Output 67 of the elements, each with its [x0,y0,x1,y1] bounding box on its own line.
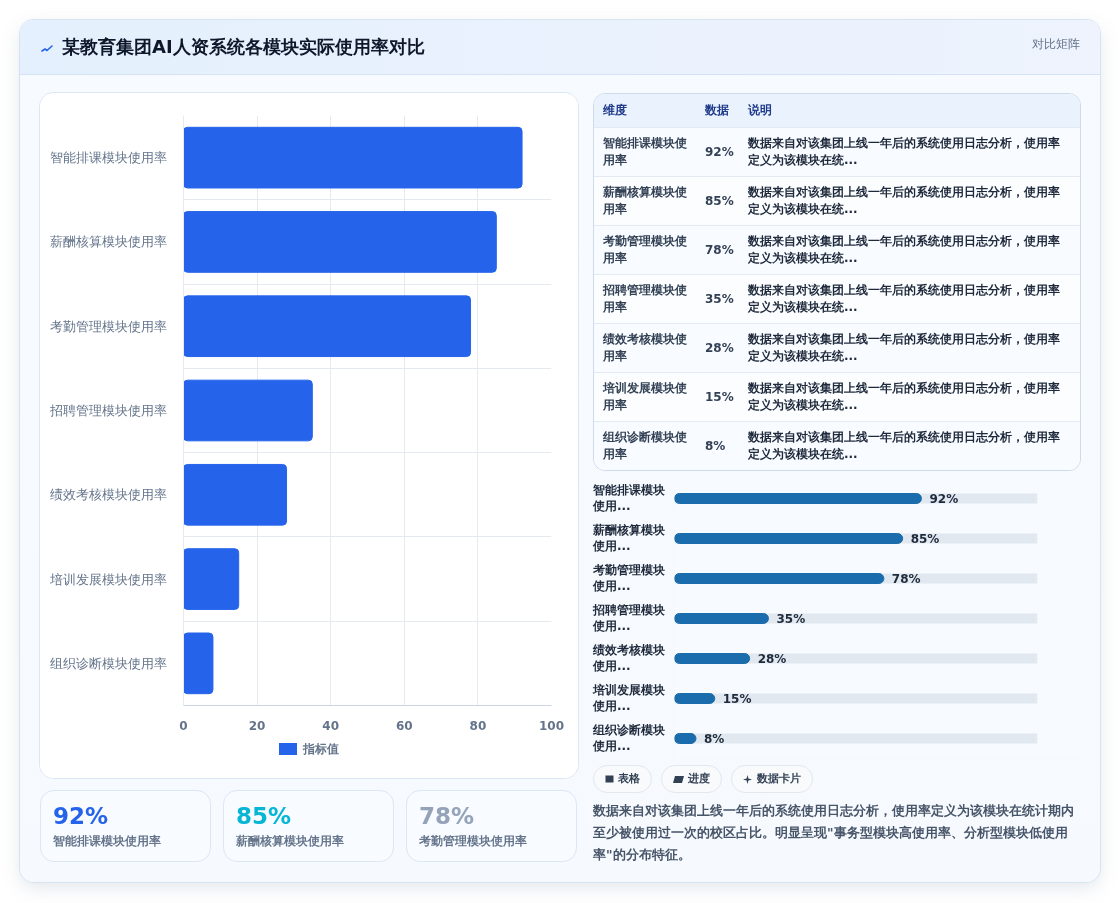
text: 78% [705,242,734,257]
y-tick-label: 考勤管理模块使用... [593,562,666,595]
y-tick-label: 薪酬核算模块使用率 [49,234,167,250]
bar [674,613,769,624]
bar [674,573,885,584]
x-tick-label: 60 [395,718,413,733]
text: 数据来自对该集团上线一年后的系统使用日志分析，使用率定义为该模块在统... [747,233,1061,267]
bar [183,295,472,358]
x-tick-label: 80 [469,718,487,733]
bar [674,653,751,664]
data-label: 35% [776,611,806,626]
kpi-card: 78% 考勤管理模块使用率 [406,790,577,862]
y-tick-label: 组织诊断模块使用率 [49,655,167,671]
y-tick-label: 考勤管理模块使用率 [49,318,167,334]
text: 8% [705,438,726,453]
y-tick-label: 绩效考核模块使用率 [49,487,167,503]
text: 35% [705,291,734,306]
button: 表格 [593,765,652,793]
text: 数据来自对该集团上线一年后的系统使用日志分析，使用率定义为该模块在统... [747,282,1061,316]
text: 数据来自对该集团上线一年后的系统使用日志分析，使用率定义为该模块在统... [747,331,1061,365]
data-label: 85% [910,531,940,546]
y-tick-label: 培训发展模块使用率 [48,571,167,587]
x-tick-label: 20 [248,718,266,733]
kpi-card: 85% 薪酬核算模块使用率 [223,790,394,862]
category-label: 薪酬核算模块使用率 [236,833,345,849]
x-tick-label: 100 [538,718,565,733]
text: 92% [705,144,734,159]
text: 28% [705,340,734,355]
data-label: 78% [891,571,921,586]
text: 数据来自对该集团上线一年后的系统使用日志分析，使用率定义为该模块在统... [747,135,1061,169]
legend-label: 指标值 [303,742,339,756]
chart-title: 某教育集团AI人资系统各模块实际使用率对比 [62,35,425,59]
button: 进度 [661,765,722,793]
y-tick-label: 培训发展模块使用... [593,682,666,715]
data-label: 15% [722,691,752,706]
bar [674,693,716,704]
data-label: 28% [757,651,787,666]
bar [183,548,240,610]
text: 数据来自对该集团上线一年后的系统使用日志分析，使用率定义为该模块在统... [747,184,1061,218]
y-tick-label: 招聘管理模块使用率 [48,403,167,418]
bar [183,379,313,442]
data-label: 8% [703,731,725,746]
bar [183,211,497,273]
x-tick-label: 40 [322,718,340,733]
kpi-card: 92% 智能排课模块使用率 [40,790,211,862]
x-tick-label: 0 [179,718,188,733]
text: 数据来自对该集团上线一年后的系统使用日志分析，使用率定义为该模块在统计期内至少被使用过一次的校区占比。明显呈现"事务型模块高使用率、分析型模块低使用率"的分布特征。 [593,802,1075,864]
bar [183,632,214,695]
bar [674,533,904,544]
category-label: 考勤管理模块使用率 [419,833,528,849]
text: 85% [705,193,734,208]
bar [183,463,288,526]
table-header: 维度 数据 说明 [594,94,1080,127]
text: 数据来自对该集团上线一年后的系统使用日志分析，使用率定义为该模块在统... [747,380,1061,414]
data-label: 92% [929,491,959,506]
y-tick-label: 薪酬核算模块使用... [593,522,666,555]
y-tick-label: 绩效考核模块使用... [593,642,666,675]
y-tick-label: 招聘管理模块使用... [593,602,666,635]
y-tick-label: 智能排课模块使用率 [49,150,167,166]
text: 15% [705,389,734,404]
button: 数据卡片 [731,765,813,793]
page-header: 某教育集团AI人资系统各模块实际使用率对比 对比矩阵 [20,20,1100,75]
bar [674,493,922,504]
bar [183,126,523,189]
text: 数据来自对该集团上线一年后的系统使用日志分析，使用率定义为该模块在统... [747,429,1061,464]
y-tick-label: 组织诊断模块使用... [593,722,666,755]
y-tick-label: 智能排课模块使用... [593,482,666,515]
